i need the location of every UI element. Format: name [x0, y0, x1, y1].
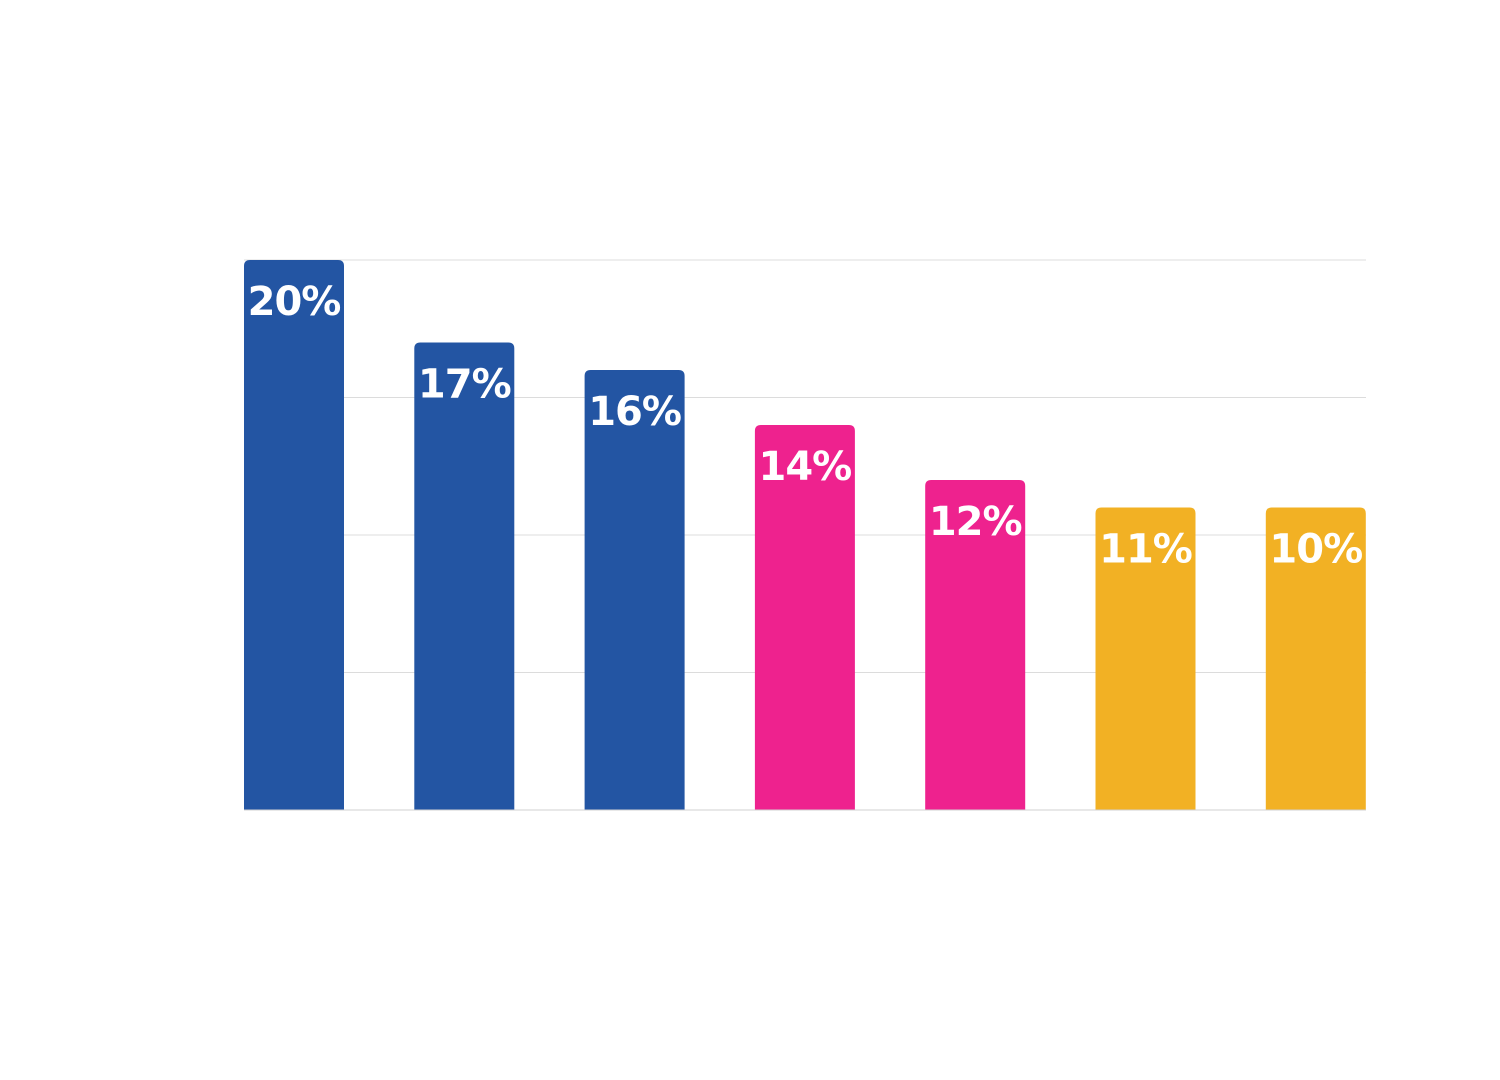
- bar-value-label-4: 14%: [759, 444, 852, 490]
- bar-value-label-2: 17%: [418, 362, 511, 408]
- bar-6: [1095, 507, 1196, 810]
- bar-value-label-1: 20%: [248, 279, 341, 325]
- bar-1: [244, 260, 344, 810]
- bar-5: [925, 480, 1026, 810]
- bar-value-label-3: 16%: [588, 389, 681, 435]
- bar-2: [414, 342, 515, 810]
- bar-3: [584, 370, 685, 810]
- bar-7: [1265, 507, 1366, 810]
- bars: [244, 260, 1366, 810]
- bar-value-label-7: 10%: [1269, 527, 1362, 573]
- bar-value-label-5: 12%: [929, 499, 1022, 545]
- bar-labels: 20% 17% 16% 14% 12% 11% 10%: [248, 279, 1364, 573]
- bar-value-label-6: 11%: [1099, 527, 1192, 573]
- bar-4: [754, 425, 855, 810]
